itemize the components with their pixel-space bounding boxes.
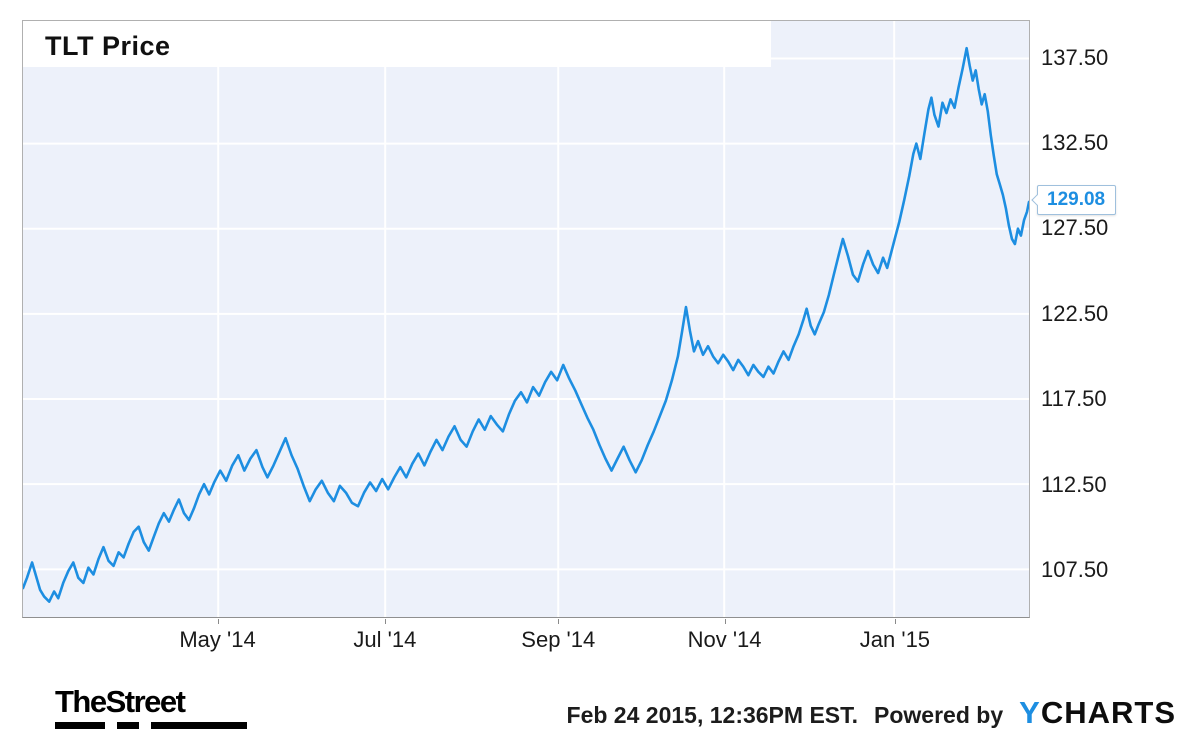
y-tick-label: 112.50 — [1041, 471, 1107, 497]
x-tick-mark — [384, 619, 386, 624]
last-price-tooltip: 129.08 — [1031, 185, 1117, 216]
logo-bar — [117, 722, 139, 729]
x-tick-label: Nov '14 — [687, 627, 762, 652]
x-tick-label: Jan '15 — [859, 627, 931, 652]
x-tick-label: Sep '14 — [521, 627, 596, 652]
ycharts-logo-y: Y — [1019, 695, 1041, 730]
thestreet-logo: TheStreet — [55, 686, 247, 729]
powered-by-label: Powered by — [874, 702, 1004, 728]
tooltip-value: 129.08 — [1047, 189, 1106, 211]
chart-frame: TLT Price — [22, 20, 1030, 618]
x-tick-label: Jul '14 — [353, 627, 417, 652]
chart-timestamp: Feb 24 2015, 12:36PM EST. — [566, 702, 859, 728]
thestreet-logo-text: TheStreet — [55, 684, 186, 719]
ycharts-logo-charts: CHARTS — [1040, 695, 1176, 730]
y-tick-label: 122.50 — [1041, 300, 1109, 326]
x-axis-labels: May '14 Jul '14 Sep '14 Nov '14 Jan '15 — [22, 619, 1030, 659]
footer-right: Feb 24 2015, 12:36PM EST. Powered by YCH… — [567, 697, 1176, 729]
price-line-chart[interactable] — [23, 21, 1029, 617]
logo-bar — [55, 722, 105, 729]
y-tick-label: 127.50 — [1041, 215, 1109, 241]
thestreet-logo-bars-icon — [55, 722, 247, 729]
y-tick-label: 107.50 — [1041, 557, 1109, 583]
y-tick-label: 117.50 — [1041, 386, 1107, 412]
logo-bar — [151, 722, 247, 729]
x-tick-mark — [894, 619, 896, 624]
chart-title: TLT Price — [45, 31, 171, 61]
y-axis-labels: 107.50 112.50 117.50 122.50 127.50 132.50 137.… — [1041, 20, 1161, 618]
x-tick-mark — [217, 619, 219, 624]
x-tick-mark — [724, 619, 726, 624]
footer: TheStreet Feb 24 2015, 12:36PM EST. Powe… — [0, 657, 1200, 747]
x-tick-label: May '14 — [179, 627, 256, 652]
y-tick-label: 132.50 — [1041, 130, 1109, 156]
tooltip-arrow-icon — [1031, 194, 1043, 207]
y-tick-label: 137.50 — [1041, 44, 1109, 70]
x-tick-mark — [558, 619, 560, 624]
ycharts-logo: YCHARTS — [1019, 697, 1176, 728]
